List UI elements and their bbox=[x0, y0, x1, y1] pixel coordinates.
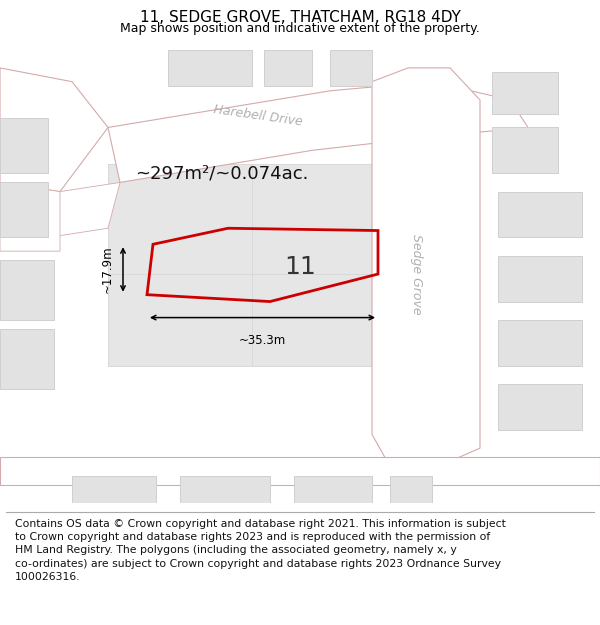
Text: ~35.3m: ~35.3m bbox=[239, 334, 286, 347]
Polygon shape bbox=[294, 476, 372, 503]
Text: ~17.9m: ~17.9m bbox=[101, 246, 114, 293]
Text: Contains OS data © Crown copyright and database right 2021. This information is : Contains OS data © Crown copyright and d… bbox=[15, 519, 506, 582]
Polygon shape bbox=[0, 182, 48, 238]
Polygon shape bbox=[498, 192, 582, 238]
Polygon shape bbox=[390, 476, 432, 503]
Text: Sedge Grove: Sedge Grove bbox=[410, 234, 424, 314]
Polygon shape bbox=[252, 164, 384, 274]
Polygon shape bbox=[0, 68, 108, 192]
Text: ~297m²/~0.074ac.: ~297m²/~0.074ac. bbox=[136, 164, 308, 182]
Text: 11: 11 bbox=[284, 255, 316, 279]
Text: Map shows position and indicative extent of the property.: Map shows position and indicative extent… bbox=[120, 22, 480, 35]
Polygon shape bbox=[0, 261, 54, 320]
Polygon shape bbox=[108, 82, 528, 182]
Polygon shape bbox=[108, 164, 384, 366]
Polygon shape bbox=[48, 182, 120, 238]
Polygon shape bbox=[168, 49, 252, 86]
Polygon shape bbox=[108, 274, 252, 366]
Text: Harebell Drive: Harebell Drive bbox=[212, 103, 304, 129]
Polygon shape bbox=[330, 49, 372, 86]
Polygon shape bbox=[492, 72, 558, 114]
Polygon shape bbox=[108, 164, 252, 274]
Polygon shape bbox=[72, 476, 156, 503]
Polygon shape bbox=[498, 384, 582, 430]
Polygon shape bbox=[180, 476, 270, 503]
Polygon shape bbox=[372, 68, 480, 466]
Polygon shape bbox=[498, 320, 582, 366]
Polygon shape bbox=[0, 329, 54, 389]
Polygon shape bbox=[0, 458, 600, 485]
Polygon shape bbox=[0, 118, 48, 173]
Polygon shape bbox=[492, 127, 558, 173]
Polygon shape bbox=[0, 182, 60, 251]
Polygon shape bbox=[264, 49, 312, 86]
Text: 11, SEDGE GROVE, THATCHAM, RG18 4DY: 11, SEDGE GROVE, THATCHAM, RG18 4DY bbox=[140, 10, 460, 25]
Polygon shape bbox=[498, 256, 582, 301]
Polygon shape bbox=[252, 274, 384, 366]
